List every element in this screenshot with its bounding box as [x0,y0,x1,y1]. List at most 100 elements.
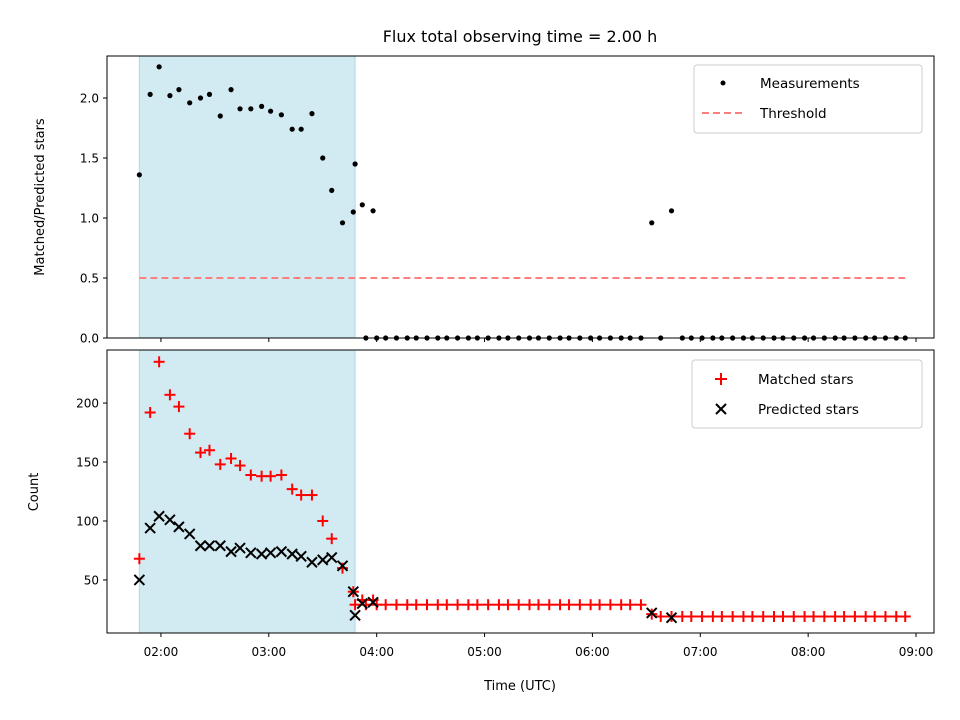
matched-star-point [410,599,422,611]
matched-star-point [838,610,850,622]
predicted-star-point [194,540,207,552]
matched-star-point [746,610,758,622]
x-tick-label: 05:00 [467,645,502,659]
x-axis-label: Time (UTC) [483,679,556,694]
measurement-point [298,126,304,132]
matched-star-point [164,389,176,401]
matched-star-point [275,469,287,481]
matched-star-point [390,599,402,611]
matched-star-point [818,610,830,622]
legend-marker-matched-stars [715,373,727,385]
predicted-star-point [336,560,349,572]
predicted-star-point [214,540,226,552]
measurement-point [278,112,284,118]
legend-label-threshold: Threshold [759,106,827,122]
measurement-point [309,111,315,117]
matched-star-point [574,599,586,611]
predicted-star-point [317,554,329,566]
predicted-star-point [347,586,360,598]
matched-star-point [604,599,616,611]
predicted-star-point [144,522,156,534]
bottom-legend-box [691,359,923,429]
measurement-point [197,95,204,101]
measurement-point [206,91,213,97]
predicted-star-point [286,548,298,560]
matched-star-point [777,610,789,622]
measurement-point [187,100,193,106]
matched-star-point [716,610,728,622]
matched-star-point [234,460,246,472]
matched-star-point [808,610,820,622]
top-plot-frame [106,55,935,339]
predicted-star-point [183,528,196,540]
x-tick-label: 02:00 [144,645,179,659]
top-y-tick-label: 1.0 [80,212,99,226]
top-y-axis-label: Matched/Predicted stars [33,118,48,276]
x-tick-label: 09:00 [899,645,934,659]
bottom-y-tick-label: 200 [76,397,99,411]
matched-star-point [899,610,911,622]
top-panel: 0.00.51.01.52.0 Matched/Predicted stars … [33,55,935,346]
measurement-point [370,208,376,214]
top-y-tick-label: 0.0 [80,332,99,346]
matched-star-point [380,599,392,611]
measurement-point [156,64,162,70]
measurement-point [176,87,182,93]
bottom-y-tick-label: 100 [76,514,99,528]
measurement-point [268,108,274,114]
matched-star-point [421,599,433,611]
matched-star-point [452,599,464,611]
predicted-star-point [275,545,288,558]
matched-star-point [655,610,667,622]
top-y-tick-label: 1.5 [80,152,99,166]
predicted-star-point [356,597,368,610]
matched-star-point [194,447,206,459]
predicted-star-point [153,510,165,522]
measurement-point [167,93,173,99]
measurement-point [359,202,365,208]
predicted-star-point [306,556,318,568]
matched-star-point [869,610,881,622]
predicted-star-point [245,547,257,559]
bottom-panel: 50 100 150 200 02:00 03:00 04:00 05:00 06:00 07:… [27,349,935,694]
measurement-point [649,220,655,226]
x-tick-label: 03:00 [252,645,287,659]
measurement-point [350,209,356,215]
matched-star-point [635,599,647,611]
legend-marker-measurements [720,80,726,86]
measurement-point [248,106,254,112]
matched-star-point [295,489,307,501]
chart-title: Flux total observing time = 2.00 h [383,27,658,46]
matched-star-point [727,610,739,622]
predicted-star-point [295,550,307,563]
predicted-star-point [326,551,338,564]
matched-star-point [532,599,544,611]
measurement-point [259,103,265,109]
legend-marker-predicted-stars [715,403,727,415]
matched-star-point [543,599,555,611]
matched-star-point [225,452,237,464]
bottom-plot-frame [106,349,935,634]
measurement-point [339,220,346,226]
matched-star-point [879,610,891,622]
bottom-y-axis-label: Count [27,473,42,512]
matched-star-point [144,406,156,418]
bottom-highlight-span [138,349,356,634]
matched-star-point [441,599,453,611]
matched-star-point [173,401,185,413]
top-highlight-span [138,55,356,339]
measurement-point [217,113,223,119]
measurement-point [289,126,295,132]
measurement-point [147,91,153,97]
x-tick-label: 06:00 [575,645,610,659]
predicted-star-point [255,548,268,560]
predicted-star-point [225,545,237,558]
matched-star-point [326,533,338,545]
matched-star-point [184,428,196,440]
matched-star-point [286,483,298,495]
measurement-point [352,161,358,167]
predicted-star-point [133,574,146,586]
matched-star-point [849,610,861,622]
predicted-star-point [646,607,658,619]
